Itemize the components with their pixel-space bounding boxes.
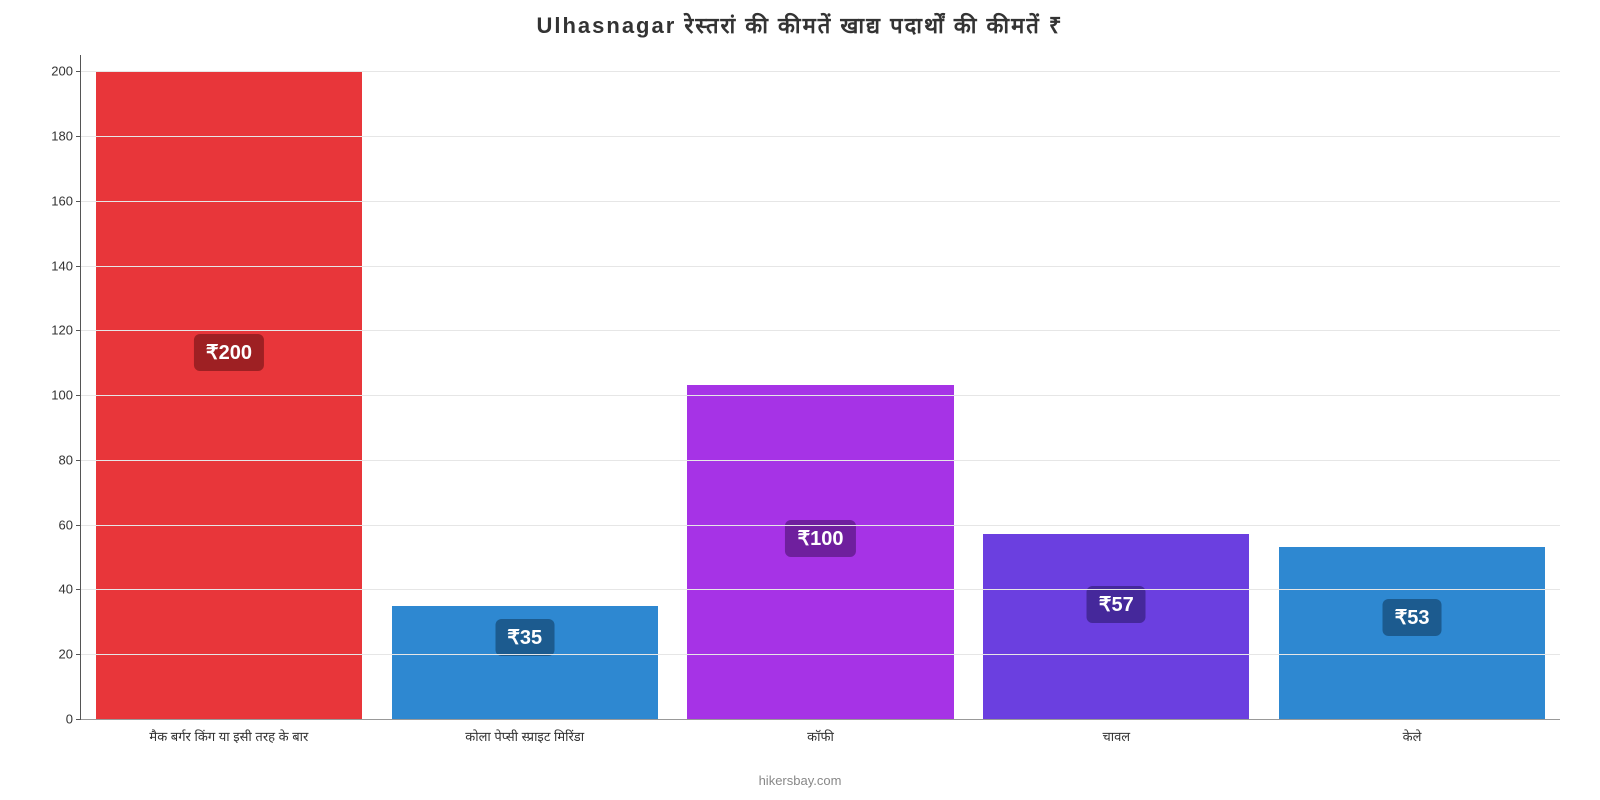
gridline xyxy=(81,395,1560,396)
ytick-label: 80 xyxy=(59,452,81,467)
ytick-label: 0 xyxy=(66,712,81,727)
xtick-label: चावल xyxy=(1102,719,1130,745)
value-badge: ₹53 xyxy=(1383,599,1442,636)
ytick-label: 160 xyxy=(51,193,81,208)
bar xyxy=(983,534,1249,719)
bar-slot: ₹100कॉफी xyxy=(673,55,969,719)
xtick-label: कोला पेप्सी स्प्राइट मिरिंडा xyxy=(465,719,584,745)
value-badge: ₹200 xyxy=(194,334,264,371)
ytick-label: 100 xyxy=(51,388,81,403)
gridline xyxy=(81,71,1560,72)
chart-footer: hikersbay.com xyxy=(759,773,842,788)
ytick-label: 200 xyxy=(51,64,81,79)
gridline xyxy=(81,330,1560,331)
ytick-label: 180 xyxy=(51,128,81,143)
ytick-label: 140 xyxy=(51,258,81,273)
ytick-label: 20 xyxy=(59,647,81,662)
gridline xyxy=(81,266,1560,267)
xtick-label: केले xyxy=(1403,719,1422,745)
gridline xyxy=(81,654,1560,655)
ytick-label: 40 xyxy=(59,582,81,597)
gridline xyxy=(81,201,1560,202)
price-bar-chart: Ulhasnagar रेस्तरां की कीमतें खाद्य पदार… xyxy=(0,0,1600,800)
bar-slot: ₹35कोला पेप्सी स्प्राइट मिरिंडा xyxy=(377,55,673,719)
value-badge: ₹35 xyxy=(495,619,554,656)
gridline xyxy=(81,136,1560,137)
bar-slot: ₹57चावल xyxy=(968,55,1264,719)
ytick-label: 120 xyxy=(51,323,81,338)
ytick-label: 60 xyxy=(59,517,81,532)
gridline xyxy=(81,525,1560,526)
xtick-label: मैक बर्गर किंग या इसी तरह के बार xyxy=(149,719,308,745)
gridline xyxy=(81,589,1560,590)
bar-slot: ₹200मैक बर्गर किंग या इसी तरह के बार xyxy=(81,55,377,719)
gridline xyxy=(81,460,1560,461)
value-badge: ₹57 xyxy=(1087,586,1146,623)
xtick-label: कॉफी xyxy=(807,719,834,745)
plot-area: ₹200मैक बर्गर किंग या इसी तरह के बार₹35क… xyxy=(80,55,1560,720)
bar-slot: ₹53केले xyxy=(1264,55,1560,719)
bars-row: ₹200मैक बर्गर किंग या इसी तरह के बार₹35क… xyxy=(81,55,1560,719)
chart-title: Ulhasnagar रेस्तरां की कीमतें खाद्य पदार… xyxy=(0,0,1600,40)
